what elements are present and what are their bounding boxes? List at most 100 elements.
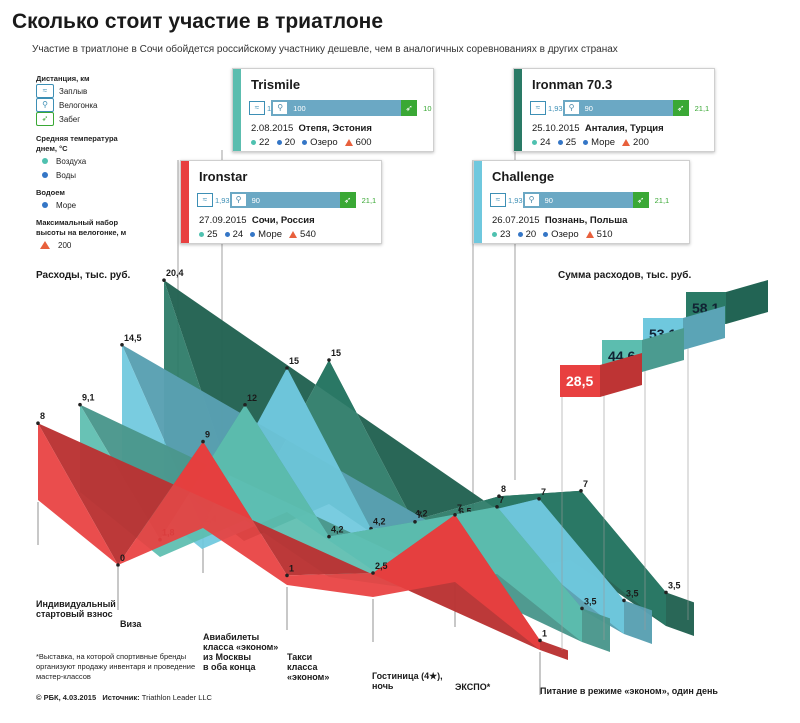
card-place: Сочи, Россия <box>251 215 315 226</box>
water-dot-icon <box>42 172 48 178</box>
run-value: 21,1 <box>654 195 670 205</box>
swim-segment: ≈1,93 <box>530 100 563 116</box>
data-point <box>116 563 120 567</box>
legend-swim-label: Заплыв <box>59 86 88 96</box>
bike-icon: ⚲ <box>564 102 579 114</box>
card-conditions: 24 25 Море 200 <box>532 137 649 148</box>
water-body: Море <box>258 229 283 240</box>
run-value: 21,1 <box>361 195 377 205</box>
bike-value: 90 <box>544 195 553 205</box>
card-date-place: 26.07.2015 Познань, Польша <box>492 215 627 226</box>
legend-elev-header: Максимальный набор высоты на велогонке, … <box>36 218 127 237</box>
data-label: 7 <box>417 510 422 520</box>
bike-segment: ⚲ 100 <box>271 100 402 116</box>
air-dot-icon <box>532 140 537 145</box>
legend-bike: ⚲ Велогонка <box>36 98 146 112</box>
swim-value: 1,93 <box>215 195 230 205</box>
swim-value: 1,93 <box>548 103 563 113</box>
data-label: 20,4 <box>166 268 184 278</box>
water-body-dot-icon <box>42 202 48 208</box>
card-stripe <box>514 69 522 151</box>
distance-bar: ≈1 ⚲ 100 ➶ 10 <box>249 100 432 116</box>
card-date-place: 25.10.2015 Анталия, Турция <box>532 123 664 134</box>
total-rect <box>560 365 600 397</box>
card-name: Challenge <box>492 169 555 184</box>
data-label: 12 <box>247 393 257 403</box>
card-name: Ironstar <box>199 169 248 184</box>
footnote: *Выставка, на которой спортивные бренды … <box>36 652 196 681</box>
card-stripe <box>474 161 482 243</box>
air-dot-icon <box>199 232 204 237</box>
run-icon: ➶ <box>339 192 356 208</box>
elevation: 540 <box>300 229 316 240</box>
bike-segment: ⚲ 90 <box>229 192 340 208</box>
source-label: Источник: <box>102 693 140 702</box>
data-label: 7 <box>583 479 588 489</box>
run-icon: ➶ <box>672 100 689 116</box>
page-subtitle: Участие в триатлоне в Сочи обойдется рос… <box>32 44 618 55</box>
legend-run-label: Забег <box>59 114 81 124</box>
bike-value: 100 <box>293 103 306 113</box>
data-point <box>120 343 124 347</box>
distance-bar: ≈1,93 ⚲ 90 ➶ 21,1 <box>197 192 376 208</box>
total-box-ironstar: 28,5 <box>560 353 642 650</box>
legend-swim: ≈ Заплыв <box>36 84 146 98</box>
run-icon: ➶ <box>401 100 418 116</box>
data-label: 8 <box>40 411 45 421</box>
data-point <box>285 573 289 578</box>
total-rect-side <box>683 306 725 350</box>
card-name: Trismile <box>251 77 301 92</box>
data-point <box>495 505 499 509</box>
water-body-dot-icon <box>302 140 308 145</box>
data-label: 3,5 <box>668 580 681 590</box>
data-point <box>537 497 541 501</box>
data-point <box>162 278 166 282</box>
swim-segment: ≈1,93 <box>490 192 523 208</box>
card-ironman: Ironman 70.3 ≈1,93 ⚲ 90 ➶ 21,1 25.10.2015 Анта… <box>513 68 715 152</box>
data-point <box>327 358 331 362</box>
card-ironstar: Ironstar ≈1,93 ⚲ 90 ➶ 21,1 27.09.2015 Сочи, Ро… <box>180 160 382 244</box>
category-label: Такси класса «эконом» <box>287 652 329 682</box>
swim-icon: ≈ <box>36 84 54 98</box>
legend-elev: 200 <box>36 238 146 252</box>
legend-water-label: Воды <box>56 170 77 180</box>
run-segment: ➶ 10 <box>401 100 432 116</box>
data-label: 7 <box>541 487 546 497</box>
legend-distance-header: Дистанция, км <box>36 74 90 83</box>
water-body-dot-icon <box>250 232 256 237</box>
card-challenge: Challenge ≈1,93 ⚲ 90 ➶ 21,1 26.07.2015 Познань… <box>473 160 690 244</box>
water-body-dot-icon <box>583 140 589 145</box>
totals-title: Сумма расходов, тыс. руб. <box>558 270 692 281</box>
data-point <box>580 606 584 611</box>
data-point <box>243 403 247 407</box>
total-rect-side <box>726 280 768 324</box>
bike-segment: ⚲ 90 <box>522 192 633 208</box>
data-label: 9 <box>205 430 210 440</box>
legend: Дистанция, км ≈ Заплыв ⚲ Велогонка ➶ Забег … <box>36 74 146 252</box>
total-rect-side <box>642 328 684 372</box>
source: Triathlon Leader LLC <box>141 693 212 702</box>
water-body: Озеро <box>310 137 338 148</box>
run-segment: ➶ 21,1 <box>632 192 670 208</box>
elevation: 510 <box>596 229 613 240</box>
run-icon: ➶ <box>632 192 649 208</box>
card-place: Анталия, Турция <box>584 123 664 134</box>
legend-water-body-header: Водоем <box>36 188 65 197</box>
data-label: 3,5 <box>584 596 597 606</box>
card-conditions: 25 24 Море 540 <box>199 229 316 240</box>
air-dot-icon <box>492 232 497 237</box>
data-point <box>453 513 457 517</box>
category-label: ЭКСПО* <box>455 682 491 692</box>
card-date: 26.07.2015 <box>492 215 540 226</box>
series-area-ironstar <box>38 423 540 650</box>
bike-icon: ⚲ <box>36 98 54 112</box>
legend-run: ➶ Забег <box>36 112 146 126</box>
water-dot-icon <box>517 232 523 237</box>
legend-air-label: Воздуха <box>56 156 87 166</box>
data-point <box>285 366 289 370</box>
data-point <box>78 402 82 407</box>
swim-icon: ≈ <box>197 193 213 207</box>
run-value: 21,1 <box>694 103 710 113</box>
air-temp: 25 <box>207 229 218 240</box>
